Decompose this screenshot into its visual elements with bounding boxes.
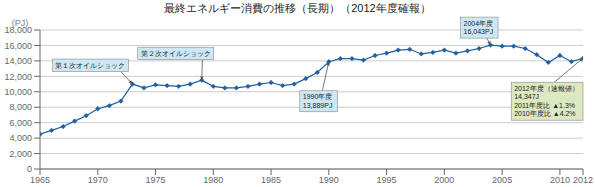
svg-text:2004年度16,043PJ: 2004年度16,043PJ <box>464 20 494 36</box>
svg-text:1985: 1985 <box>261 175 281 185</box>
svg-text:2,000: 2,000 <box>9 149 32 159</box>
svg-text:1975: 1975 <box>146 175 166 185</box>
svg-text:2005: 2005 <box>492 175 512 185</box>
svg-text:1995: 1995 <box>377 175 397 185</box>
svg-text:14,000: 14,000 <box>8 56 32 66</box>
svg-text:0: 0 <box>27 164 32 174</box>
svg-text:1990年度13,889PJ: 1990年度13,889PJ <box>303 93 333 109</box>
svg-text:6,000: 6,000 <box>9 118 32 128</box>
svg-text:1965: 1965 <box>30 175 50 185</box>
svg-text:8,000: 8,000 <box>9 102 32 112</box>
svg-text:第１次オイルショック: 第１次オイルショック <box>55 62 125 70</box>
svg-text:1990: 1990 <box>319 175 339 185</box>
svg-text:12,000: 12,000 <box>8 72 32 82</box>
svg-text:10,000: 10,000 <box>8 87 32 97</box>
svg-text:1980: 1980 <box>203 175 223 185</box>
svg-text:1970: 1970 <box>88 175 108 185</box>
html-text:最終エネルギー消費の推移（長期）（2012年度確報）: 最終エネルギー消費の推移（長期）（2012年度確報） <box>164 2 431 14</box>
svg-text:(PJ): (PJ) <box>12 18 29 28</box>
svg-text:第２次オイルショック: 第２次オイルショック <box>141 50 211 58</box>
svg-text:2010: 2010 <box>550 175 570 185</box>
svg-text:2012: 2012 <box>573 175 587 185</box>
svg-text:2000: 2000 <box>434 175 454 185</box>
svg-text:4,000: 4,000 <box>9 133 32 143</box>
svg-text:2012年度（速報値）14,347J2011年度比 ▲1.3: 2012年度（速報値）14,347J2011年度比 ▲1.3%2010年度比 ▲… <box>514 85 579 118</box>
svg-text:16,000: 16,000 <box>8 41 32 51</box>
